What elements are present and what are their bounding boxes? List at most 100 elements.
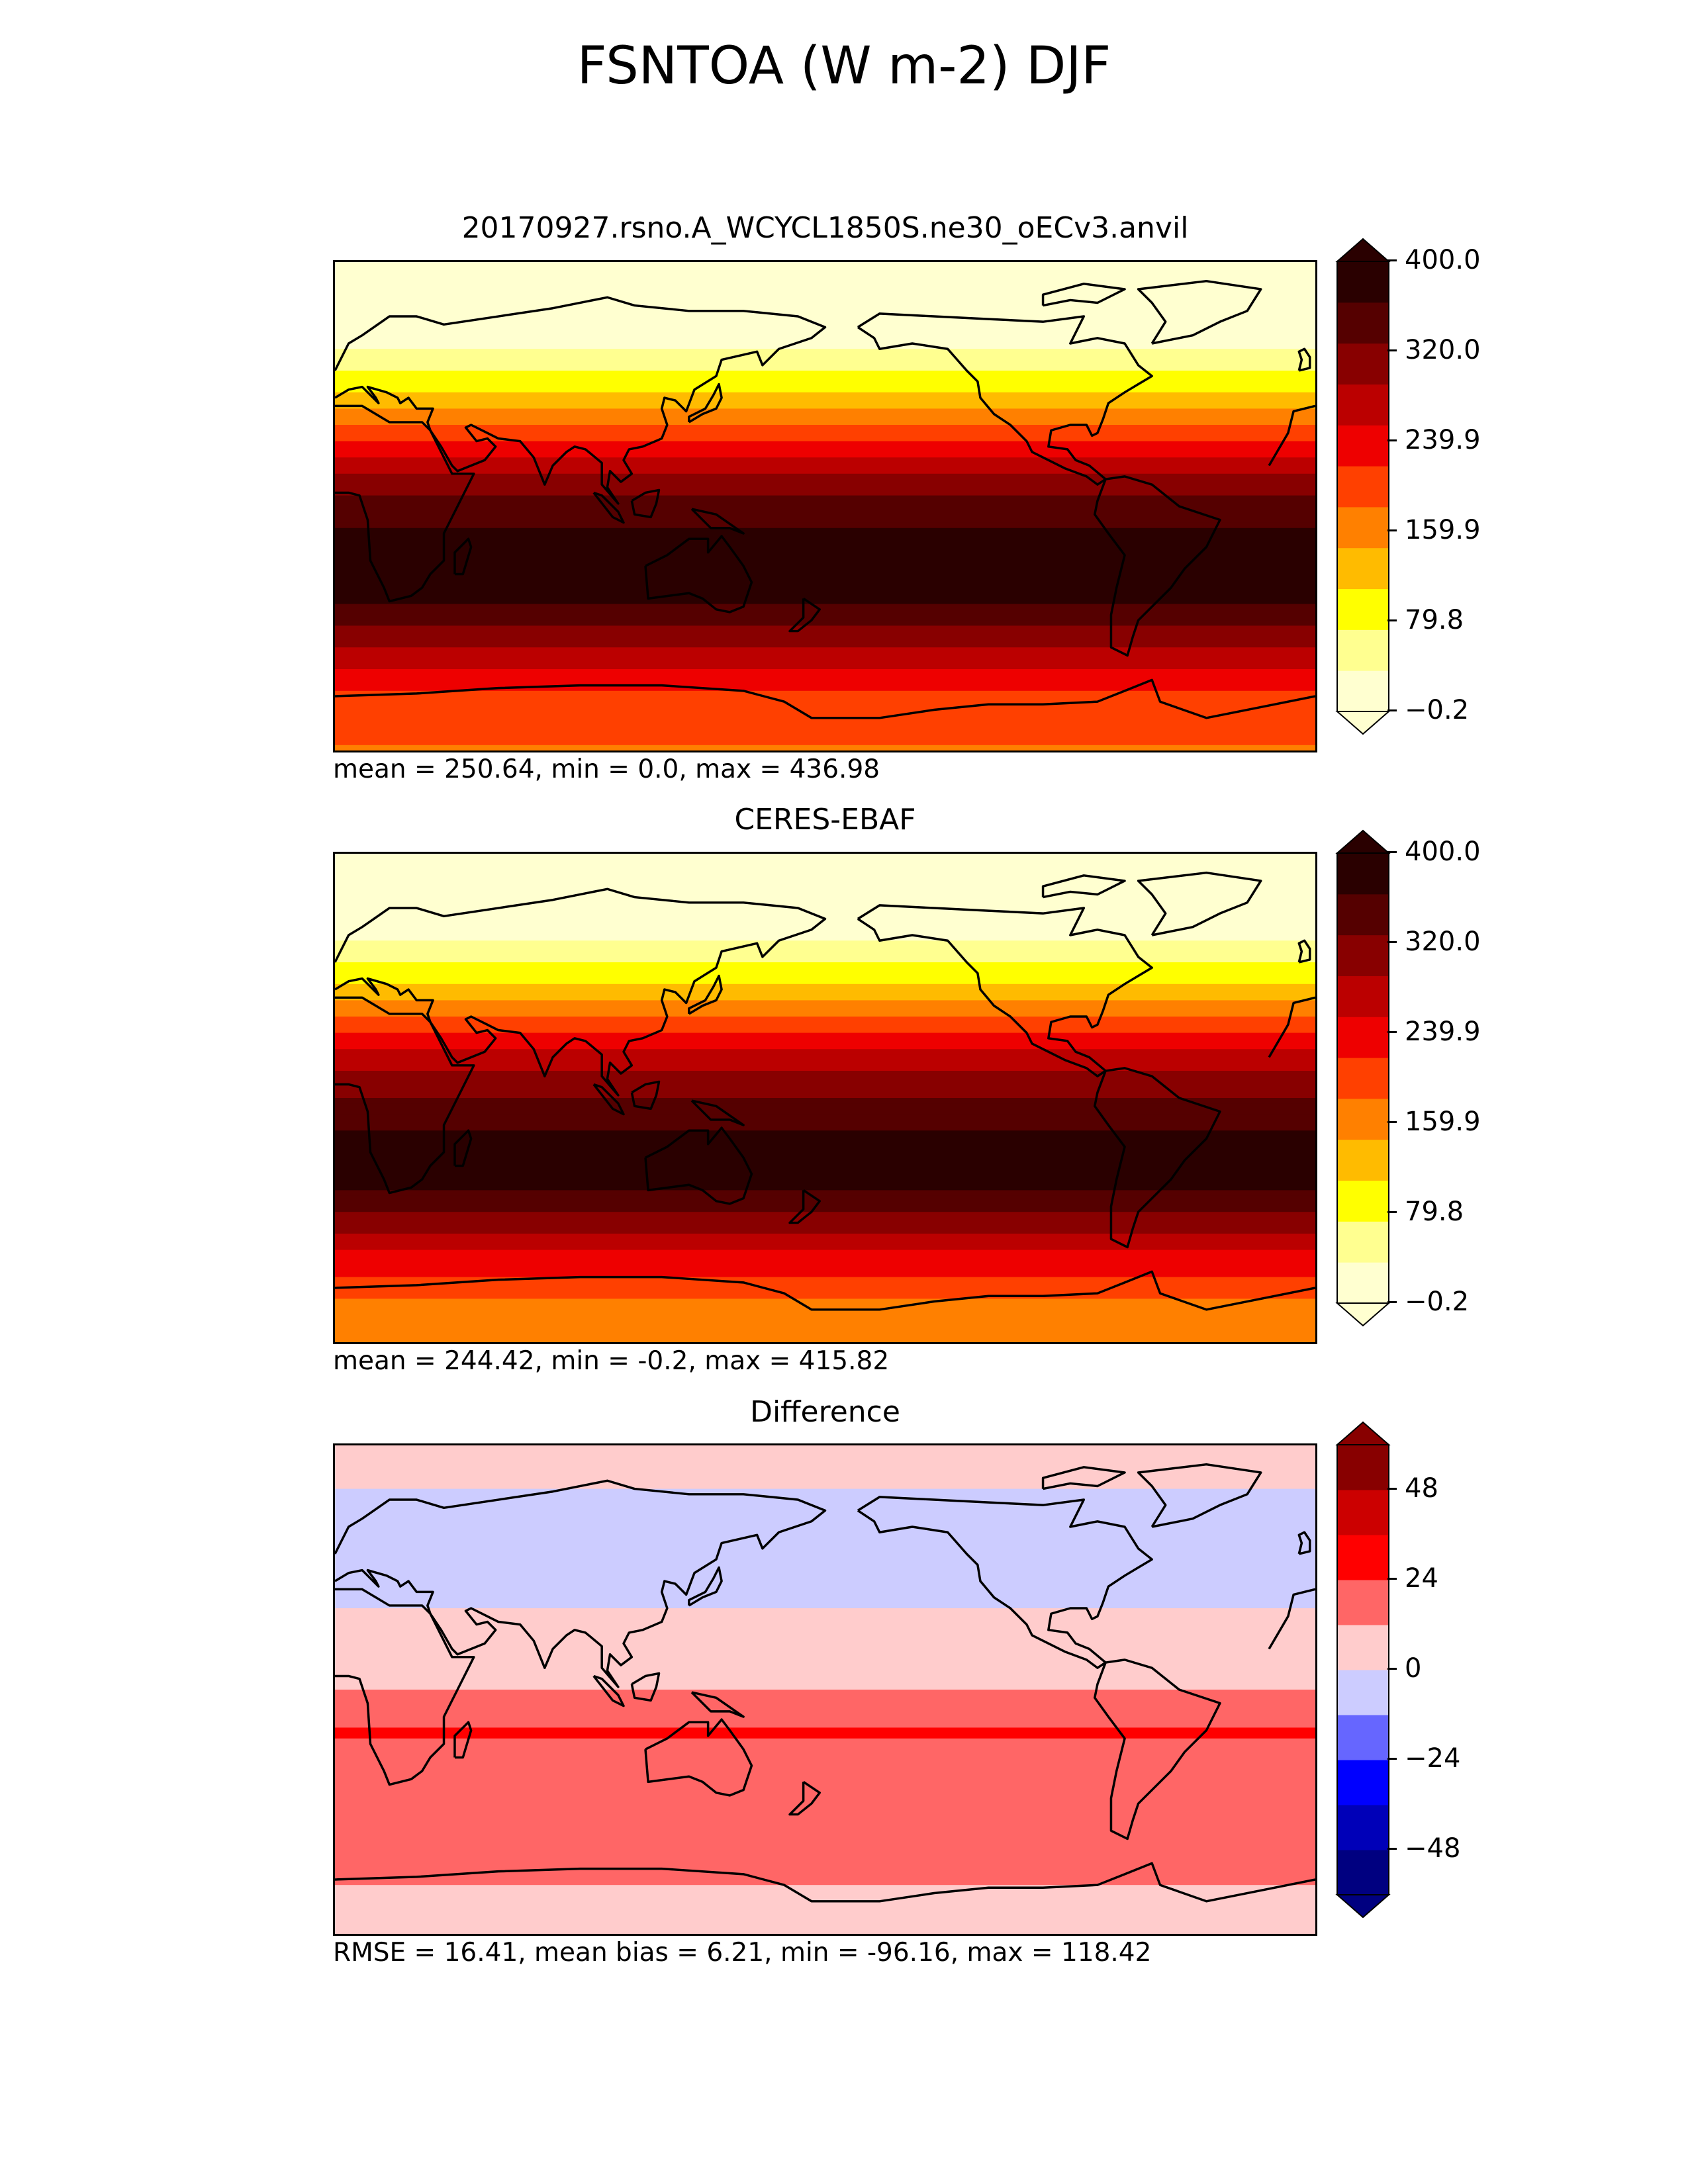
panel-2-stats: mean = 244.42, min = -0.2, max = 415.82 — [333, 1346, 890, 1376]
field-band — [335, 1141, 1315, 1148]
field-band — [335, 1782, 1315, 1788]
field-band — [335, 1255, 1315, 1261]
field-band — [335, 1049, 1315, 1055]
field-band — [335, 1825, 1315, 1831]
field-band — [335, 1592, 1315, 1598]
field-band — [335, 1717, 1315, 1723]
field-band — [335, 864, 1315, 871]
field-band — [335, 1060, 1315, 1066]
field-band — [335, 891, 1315, 898]
field-band — [335, 316, 1315, 322]
field-band — [335, 262, 1315, 268]
colorbar-tick-label: 79.8 — [1405, 1197, 1464, 1227]
field-band — [335, 387, 1315, 393]
coastline-britain — [1297, 347, 1311, 372]
field-band — [335, 1266, 1315, 1272]
field-band — [335, 1657, 1315, 1663]
field-band — [335, 1000, 1315, 1007]
field-band — [335, 734, 1315, 741]
colorbar-tick-label: 48 — [1405, 1473, 1438, 1504]
field-band — [335, 522, 1315, 529]
field-band — [335, 425, 1315, 431]
field-band — [335, 544, 1315, 551]
colorbar-segment — [1337, 1490, 1389, 1535]
field-band — [335, 685, 1315, 692]
field-band — [335, 1494, 1315, 1500]
field-band — [335, 1792, 1315, 1799]
field-band — [335, 1819, 1315, 1826]
field-band — [335, 1554, 1315, 1560]
field-band — [335, 859, 1315, 865]
field-band — [335, 1190, 1315, 1197]
field-band — [335, 512, 1315, 518]
field-band — [335, 1711, 1315, 1717]
colorbar-segment — [1337, 384, 1389, 426]
coastline-eurasia — [335, 1479, 827, 1688]
colorbar-tick-mark — [1387, 851, 1397, 853]
field-band — [335, 463, 1315, 469]
field-band — [335, 1597, 1315, 1604]
colorbar-segment — [1337, 1580, 1389, 1625]
coastline-newguinea — [690, 1691, 745, 1718]
colorbar-segment — [1337, 1445, 1389, 1490]
colorbar-tick-label: 400.0 — [1405, 837, 1481, 867]
colorbar-segment — [1337, 1535, 1389, 1580]
field-band — [335, 1076, 1315, 1082]
colorbar-tick-mark — [1387, 349, 1397, 351]
field-band — [335, 924, 1315, 931]
coastline-borneo — [630, 1080, 661, 1111]
coastline-newzealand — [788, 1189, 821, 1224]
field-band — [335, 1727, 1315, 1734]
coastline-britain — [1297, 939, 1311, 964]
field-band — [335, 1195, 1315, 1202]
field-band — [335, 310, 1315, 317]
field-band — [335, 414, 1315, 420]
field-band — [335, 1456, 1315, 1463]
coastline-arctic_isl — [1041, 874, 1126, 899]
coastline-antarctica — [335, 1862, 1315, 1903]
field-band — [335, 1331, 1315, 1338]
colorbar-extend-top — [1335, 829, 1391, 854]
colorbar-tick-mark — [1387, 1121, 1397, 1123]
field-band — [335, 1624, 1315, 1631]
colorbar-segment — [1337, 506, 1389, 549]
coastline-greenland — [1137, 279, 1262, 345]
coastline-newzealand — [788, 597, 821, 633]
field-band — [335, 946, 1315, 952]
colorbar-tick-mark — [1387, 1668, 1397, 1670]
field-band — [335, 625, 1315, 632]
field-band — [335, 593, 1315, 599]
field-band — [335, 539, 1315, 545]
field-band — [335, 588, 1315, 594]
field-band — [335, 1831, 1315, 1837]
panel-1-map — [333, 260, 1317, 752]
field-band — [335, 696, 1315, 702]
field-band — [335, 446, 1315, 453]
field-band — [335, 1646, 1315, 1653]
field-band — [335, 305, 1315, 312]
field-band — [335, 1011, 1315, 1017]
field-band — [335, 1044, 1315, 1050]
field-band — [335, 1744, 1315, 1750]
field-band — [335, 973, 1315, 979]
field-band — [335, 929, 1315, 936]
field-band — [335, 1874, 1315, 1880]
field-band — [335, 717, 1315, 724]
field-band — [335, 1895, 1315, 1902]
field-band — [335, 1168, 1315, 1175]
field-band — [335, 1901, 1315, 1907]
field-band — [335, 739, 1315, 746]
field-band — [335, 1027, 1315, 1034]
field-band — [335, 1771, 1315, 1777]
coastline-antarctica — [335, 1270, 1315, 1311]
field-band — [335, 1765, 1315, 1772]
colorbar-tick-mark — [1387, 619, 1397, 621]
field-band — [335, 1510, 1315, 1517]
field-band — [335, 1668, 1315, 1674]
field-band — [335, 935, 1315, 941]
field-band — [335, 283, 1315, 290]
colorbar-segment — [1337, 1715, 1389, 1760]
field-band — [335, 1543, 1315, 1549]
field-band — [335, 338, 1315, 344]
colorbar-segment — [1337, 466, 1389, 508]
